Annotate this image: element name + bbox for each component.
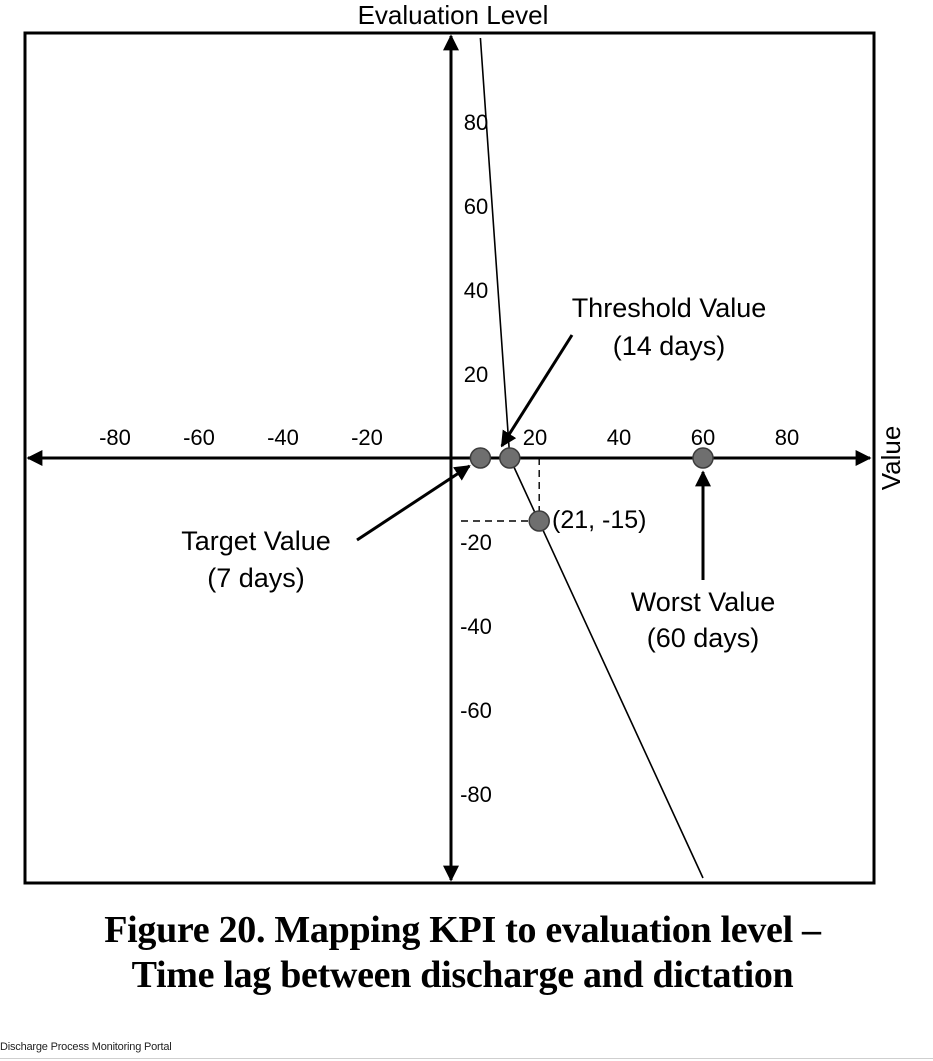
data-points (469, 447, 714, 532)
annotation-worst-line1: Worst Value (631, 587, 776, 617)
footer-divider (0, 1058, 933, 1059)
point-label-21-neg15: (21, -15) (552, 506, 646, 534)
x-tick-label: 80 (775, 425, 799, 450)
figure-caption-line-1: Figure 20. Mapping KPI to evaluation lev… (104, 909, 821, 951)
plot-frame (23, 31, 876, 885)
x-tick-label: 60 (691, 425, 715, 450)
annotation-target-line2: (7 days) (207, 563, 305, 593)
annotation-threshold-value: Threshold Value (14 days) (572, 293, 767, 361)
data-point-marker (528, 510, 550, 532)
data-point-marker (469, 447, 492, 469)
annotation-worst-value: Worst Value (60 days) (631, 587, 776, 653)
y-tick-label: 80 (464, 110, 488, 135)
x-tick-label: 20 (523, 425, 547, 450)
annotation-threshold-line2: (14 days) (613, 331, 726, 361)
data-point-marker (499, 447, 521, 469)
y-tick-label: -40 (460, 614, 492, 639)
annotation-arrow (356, 464, 471, 542)
annotation-arrow (500, 334, 574, 448)
x-tick-label: -60 (183, 425, 215, 450)
annotation-threshold-line1: Threshold Value (572, 293, 767, 323)
y-axis-label: Evaluation Level (358, 0, 549, 30)
kpi-mapping-chart: -80 -60 -40 -20 20 40 60 80 80604020-20-40-60-8… (23, 0, 906, 885)
x-tick-labels: -80 -60 -40 -20 20 40 60 80 (99, 425, 799, 450)
x-axis-label: Value (876, 426, 906, 491)
y-tick-label: 60 (464, 194, 488, 219)
data-point-marker (692, 447, 714, 469)
annotation-worst-line2: (60 days) (647, 623, 760, 653)
x-tick-label: -80 (99, 425, 131, 450)
x-tick-label: -20 (351, 425, 383, 450)
x-tick-label: 40 (607, 425, 631, 450)
y-tick-label: 40 (464, 278, 488, 303)
annotation-target-value: Target Value (7 days) (181, 526, 331, 593)
annotation-target-line1: Target Value (181, 526, 331, 556)
annotation-arrows (356, 334, 711, 580)
figure-caption-line-2: Time lag between discharge and dictation (131, 954, 794, 996)
y-tick-label: 20 (464, 362, 488, 387)
y-tick-label: -60 (460, 698, 492, 723)
x-tick-label: -40 (267, 425, 299, 450)
y-tick-label: -20 (460, 530, 492, 555)
y-tick-labels: 80 60 40 20 -20 -40 -60 -80 (460, 110, 492, 807)
footer-app-name: Discharge Process Monitoring Portal (0, 1041, 172, 1053)
y-tick-label: -80 (460, 782, 492, 807)
